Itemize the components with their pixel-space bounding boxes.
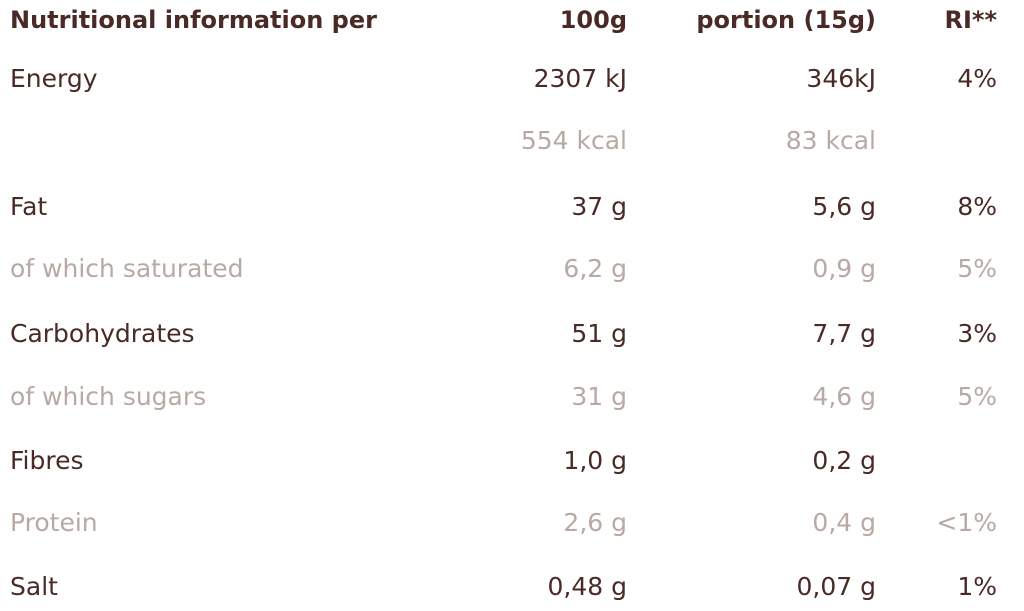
cell: 0,48 g [547, 572, 627, 601]
cell: 1% [957, 572, 997, 601]
row: of which saturated 6,2 g 0,9 g 5% [0, 251, 1024, 287]
row-label: Salt [10, 572, 58, 601]
cell: 554 kcal [520, 126, 627, 155]
header-row: Nutritional information per 100g portion (… [0, 2, 1024, 38]
row-label: Carbohydrates [10, 319, 195, 348]
cell: 3% [957, 319, 997, 348]
row: Fat 37 g 5,6 g 8% [0, 189, 1024, 225]
cell: 1,0 g [563, 446, 627, 475]
row: 554 kcal 83 kcal [0, 123, 1024, 159]
row: Carbohydrates 51 g 7,7 g 3% [0, 316, 1024, 352]
cell: 0,2 g [812, 446, 876, 475]
row-label: Energy [10, 64, 98, 93]
row: Energy 2307 kJ 346kJ 4% [0, 61, 1024, 97]
cell: 31 g [571, 382, 627, 411]
cell: 51 g [571, 319, 627, 348]
row-label: Fibres [10, 446, 84, 475]
row: Salt 0,48 g 0,07 g 1% [0, 569, 1024, 605]
cell: <1% [936, 508, 997, 537]
cell: 7,7 g [812, 319, 876, 348]
row-label: Protein [10, 508, 98, 537]
cell: 4% [957, 64, 997, 93]
cell: 8% [957, 192, 997, 221]
cell: 2307 kJ [533, 64, 627, 93]
cell: 0,07 g [796, 572, 876, 601]
cell: 37 g [571, 192, 627, 221]
cell: RI** [944, 6, 997, 34]
cell: 4,6 g [812, 382, 876, 411]
row-label: Nutritional information per [10, 6, 377, 34]
cell: 0,4 g [812, 508, 876, 537]
cell: 5% [957, 254, 997, 283]
row-label: of which sugars [10, 382, 207, 411]
cell: 346kJ [806, 64, 876, 93]
cell: 5,6 g [812, 192, 876, 221]
cell: 6,2 g [563, 254, 627, 283]
row: Protein 2,6 g 0,4 g <1% [0, 505, 1024, 541]
cell: 100g [559, 6, 627, 34]
row: Fibres 1,0 g 0,2 g [0, 443, 1024, 479]
cell: 0,9 g [812, 254, 876, 283]
cell: 83 kcal [785, 126, 876, 155]
row-label: of which saturated [10, 254, 244, 283]
cell: 2,6 g [563, 508, 627, 537]
row: of which sugars 31 g 4,6 g 5% [0, 379, 1024, 415]
cell: portion (15g) [696, 6, 876, 34]
cell: 5% [957, 382, 997, 411]
row-label: Fat [10, 192, 48, 221]
